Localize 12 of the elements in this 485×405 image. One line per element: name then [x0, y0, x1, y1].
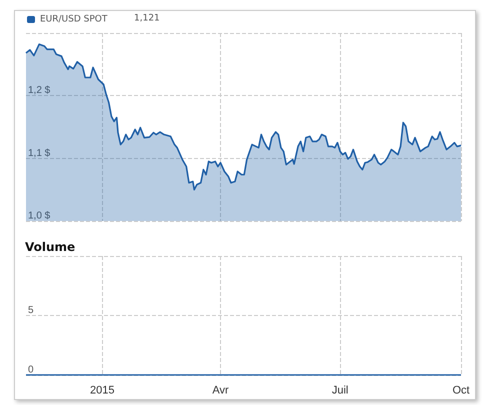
x-tick-label: Juil: [332, 384, 348, 396]
y-tick-label: 5: [28, 305, 34, 316]
y-tick-label: 1,1 $: [28, 148, 51, 159]
text: 1,121: [134, 14, 160, 24]
y-tick-label: 1,0 $: [28, 210, 51, 222]
x-tick-label: Avr: [212, 384, 229, 396]
x-tick-label: 2015: [90, 384, 114, 396]
y-tick-label: 1,2 $: [28, 85, 51, 96]
x-tick-label: Oct: [452, 384, 470, 396]
chart-title: Volume: [25, 240, 76, 254]
y-tick-label: 0: [28, 364, 34, 376]
legend-label: EUR/USD SPOT: [40, 14, 108, 24]
